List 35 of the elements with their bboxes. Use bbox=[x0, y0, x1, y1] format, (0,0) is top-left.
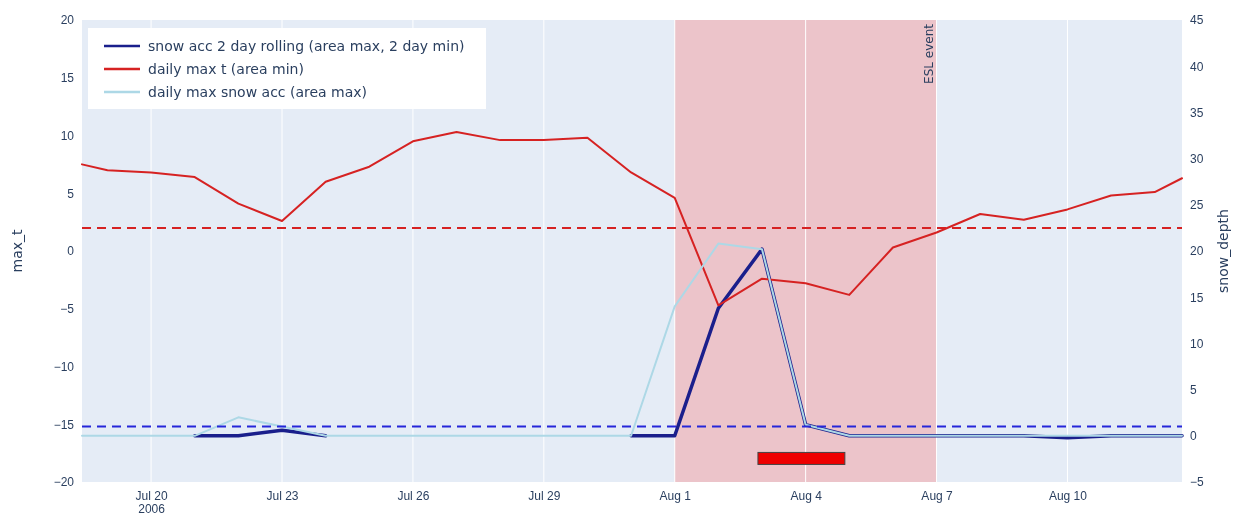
y2-tick-label: 35 bbox=[1190, 105, 1204, 120]
legend-label: daily max t (area min) bbox=[148, 61, 304, 77]
x-tick-label: Jul 29 bbox=[528, 489, 561, 503]
y-tick-label: −10 bbox=[53, 359, 75, 374]
y-tick-label: −5 bbox=[60, 302, 75, 317]
y2-tick-label: −5 bbox=[1190, 475, 1205, 490]
legend-label: snow acc 2 day rolling (area max, 2 day min) bbox=[148, 38, 465, 54]
y2-tick-label: 10 bbox=[1190, 336, 1204, 351]
y2-tick-label: 40 bbox=[1190, 59, 1204, 74]
y-tick-label: 0 bbox=[67, 244, 75, 259]
y2-tick-label: 30 bbox=[1190, 151, 1204, 166]
y2-tick-label: 45 bbox=[1190, 13, 1204, 28]
y-tick-label: 10 bbox=[60, 128, 75, 143]
y2-tick-label: 5 bbox=[1190, 382, 1197, 397]
x-tick-label: Aug 10 bbox=[1048, 489, 1088, 503]
y-tick-label: −20 bbox=[53, 475, 75, 490]
y-tick-label: −15 bbox=[53, 417, 75, 432]
y2-axis-title: snow_depth bbox=[1215, 209, 1231, 293]
x-tick-label: Jul 20 2006 bbox=[135, 489, 168, 515]
x-tick-label: Aug 7 bbox=[921, 489, 954, 503]
x-tick-label: Aug 4 bbox=[790, 489, 823, 503]
y-tick-label: 15 bbox=[60, 71, 75, 86]
y2-tick-label: 25 bbox=[1190, 198, 1204, 213]
legend-label: daily max snow acc (area max) bbox=[148, 84, 368, 100]
y2-tick-label: 20 bbox=[1190, 244, 1204, 259]
y-tick-label: 5 bbox=[67, 186, 75, 201]
y-tick-label: 20 bbox=[60, 13, 75, 28]
y2-tick-label: 0 bbox=[1190, 429, 1197, 444]
y2-tick-label: 15 bbox=[1190, 290, 1204, 305]
x-tick-label: Aug 1 bbox=[659, 489, 692, 503]
line-series bbox=[81, 131, 1183, 307]
y-axis-title: max_t bbox=[9, 229, 25, 273]
x-tick-label: Jul 23 bbox=[266, 489, 299, 503]
band-label: ESL event bbox=[921, 23, 936, 84]
x-tick-label: Jul 26 bbox=[397, 489, 430, 503]
